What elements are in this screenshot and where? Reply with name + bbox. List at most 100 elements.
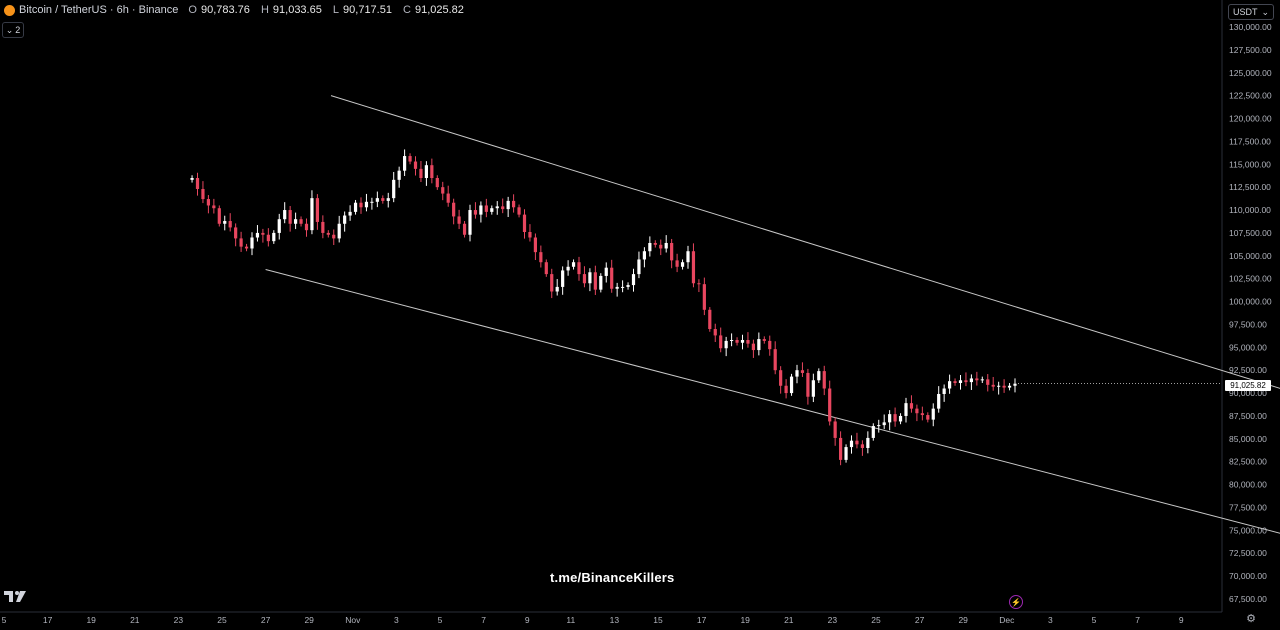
candle-body xyxy=(888,414,892,423)
candle-body xyxy=(789,376,794,394)
candle-body xyxy=(294,219,298,224)
candle-body xyxy=(937,393,941,409)
y-tick-label: 70,000.00 xyxy=(1229,571,1267,581)
tradingview-logo-icon[interactable] xyxy=(4,589,28,603)
x-tick-label: 29 xyxy=(958,615,968,625)
low-value: 90,717.51 xyxy=(343,4,392,16)
x-tick-label: 9 xyxy=(525,615,530,625)
candle-body xyxy=(833,421,837,438)
x-tick-label: 25 xyxy=(871,615,881,625)
candle-body xyxy=(746,339,750,344)
candle-body xyxy=(490,208,494,212)
candle-body xyxy=(277,219,281,233)
candle-body xyxy=(702,284,706,310)
candle-body xyxy=(691,251,696,284)
candle-body xyxy=(904,403,908,416)
candle-body xyxy=(991,384,995,387)
chart-header: Bitcoin / TetherUS · 6h · Binance O 90,78… xyxy=(4,4,472,16)
candle-body xyxy=(648,242,652,252)
gear-icon[interactable]: ⚙ xyxy=(1246,613,1256,625)
y-tick-label: 67,500.00 xyxy=(1229,594,1267,604)
y-tick-label: 115,000.00 xyxy=(1229,159,1271,169)
x-tick-label: Dec xyxy=(999,615,1015,625)
candle-body xyxy=(724,340,728,349)
y-tick-label: 130,000.00 xyxy=(1229,22,1272,32)
x-tick-label: 5 xyxy=(2,615,7,625)
close-key: C xyxy=(403,4,411,16)
x-tick-label: 9 xyxy=(1179,615,1184,625)
candle-body xyxy=(359,202,363,208)
x-tick-label: 19 xyxy=(86,615,96,625)
candle-body xyxy=(757,339,761,351)
candle-body xyxy=(310,198,314,231)
x-tick-label: 27 xyxy=(915,615,925,625)
y-tick-label: 127,500.00 xyxy=(1229,45,1272,55)
x-tick-label: 27 xyxy=(261,615,271,625)
candle-body xyxy=(626,285,630,287)
bitcoin-icon xyxy=(4,4,15,16)
candle-body xyxy=(506,200,510,210)
candle-body xyxy=(397,170,401,180)
candle-body xyxy=(353,202,358,212)
x-tick-label: 3 xyxy=(1048,615,1053,625)
candle-body xyxy=(577,262,581,275)
candle-body xyxy=(435,178,439,188)
candle-body xyxy=(403,156,407,171)
candle-body xyxy=(997,385,1001,387)
candle-body xyxy=(849,440,854,448)
candle-body xyxy=(582,274,587,284)
candle-body xyxy=(920,413,924,416)
channel-lower-line xyxy=(265,269,1280,534)
y-tick-label: 105,000.00 xyxy=(1229,251,1272,261)
candle-body xyxy=(675,260,679,267)
x-tick-label: 11 xyxy=(566,615,575,625)
candle-body xyxy=(719,335,723,349)
candle-body xyxy=(479,205,483,215)
candle-body xyxy=(686,251,690,263)
candle-body xyxy=(975,378,979,381)
candle-body xyxy=(484,205,488,212)
candle-body xyxy=(462,223,467,235)
candle-body xyxy=(604,267,608,276)
candle-body xyxy=(244,246,249,249)
candle-body xyxy=(839,437,843,460)
x-tick-label: 7 xyxy=(1135,615,1140,625)
y-tick-label: 102,500.00 xyxy=(1229,274,1272,284)
x-tick-label: 13 xyxy=(610,615,620,625)
candle-body xyxy=(588,272,592,284)
candle-body xyxy=(768,340,772,350)
y-tick-label: 95,000.00 xyxy=(1229,342,1267,352)
close-value: 91,025.82 xyxy=(414,4,464,16)
candle-body xyxy=(969,378,973,383)
candle-body xyxy=(964,380,968,383)
candle-body xyxy=(708,309,712,330)
chevron-down-icon: ⌄ xyxy=(5,24,14,35)
currency-select[interactable]: USDT ⌄ xyxy=(1228,4,1274,20)
candle-body xyxy=(299,219,303,224)
candle-body xyxy=(882,422,886,426)
currency-label: USDT xyxy=(1233,7,1258,17)
candle-body xyxy=(773,349,777,371)
candle-body xyxy=(822,371,826,389)
y-tick-label: 87,500.00 xyxy=(1229,411,1267,421)
candle-body xyxy=(413,161,418,169)
candle-body xyxy=(915,408,919,414)
open-value: 90,783.76 xyxy=(200,4,250,16)
symbol-title[interactable]: Bitcoin / TetherUS · 6h · Binance xyxy=(19,4,179,16)
candle-body xyxy=(381,198,385,201)
candle-body xyxy=(408,156,412,162)
candle-body xyxy=(522,214,527,233)
candle-body xyxy=(223,221,227,224)
candle-body xyxy=(811,380,815,397)
candle-body xyxy=(610,267,614,289)
candle-body xyxy=(566,266,570,271)
y-tick-label: 100,000.00 xyxy=(1229,297,1272,307)
x-tick-label: 23 xyxy=(174,615,184,625)
indicators-toggle-button[interactable]: ⌄ 2 xyxy=(2,22,24,38)
x-tick-label: 25 xyxy=(217,615,227,625)
flash-icon[interactable]: ⚡ xyxy=(1009,595,1023,609)
candle-body xyxy=(953,381,957,384)
candle-body xyxy=(272,232,276,242)
y-tick-label: 82,500.00 xyxy=(1229,457,1267,467)
